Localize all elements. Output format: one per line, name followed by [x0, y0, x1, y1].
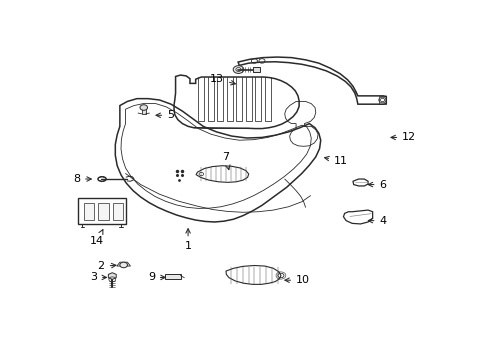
Text: 4: 4: [367, 216, 386, 226]
Text: 11: 11: [324, 156, 347, 166]
Polygon shape: [112, 203, 123, 220]
Polygon shape: [252, 67, 259, 72]
Text: 3: 3: [90, 273, 106, 283]
Polygon shape: [98, 203, 109, 220]
Polygon shape: [117, 262, 130, 266]
Text: 14: 14: [90, 230, 104, 246]
Circle shape: [233, 66, 244, 73]
Text: 5: 5: [156, 110, 174, 120]
Circle shape: [140, 105, 147, 110]
Polygon shape: [108, 273, 116, 279]
Polygon shape: [165, 274, 180, 279]
Circle shape: [120, 262, 127, 268]
Text: 6: 6: [367, 180, 386, 190]
Text: 13: 13: [210, 74, 235, 85]
Text: 8: 8: [73, 174, 91, 184]
Polygon shape: [84, 203, 94, 220]
Text: 12: 12: [390, 132, 415, 143]
Text: 1: 1: [184, 229, 191, 251]
Text: 10: 10: [285, 275, 309, 285]
Text: 7: 7: [222, 152, 229, 170]
Text: 9: 9: [148, 273, 165, 283]
Polygon shape: [142, 108, 145, 114]
Text: 2: 2: [98, 261, 116, 271]
